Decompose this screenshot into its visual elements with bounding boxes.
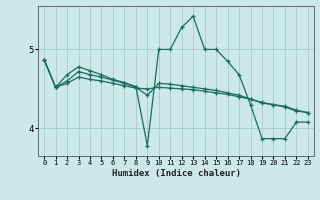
- X-axis label: Humidex (Indice chaleur): Humidex (Indice chaleur): [111, 169, 241, 178]
